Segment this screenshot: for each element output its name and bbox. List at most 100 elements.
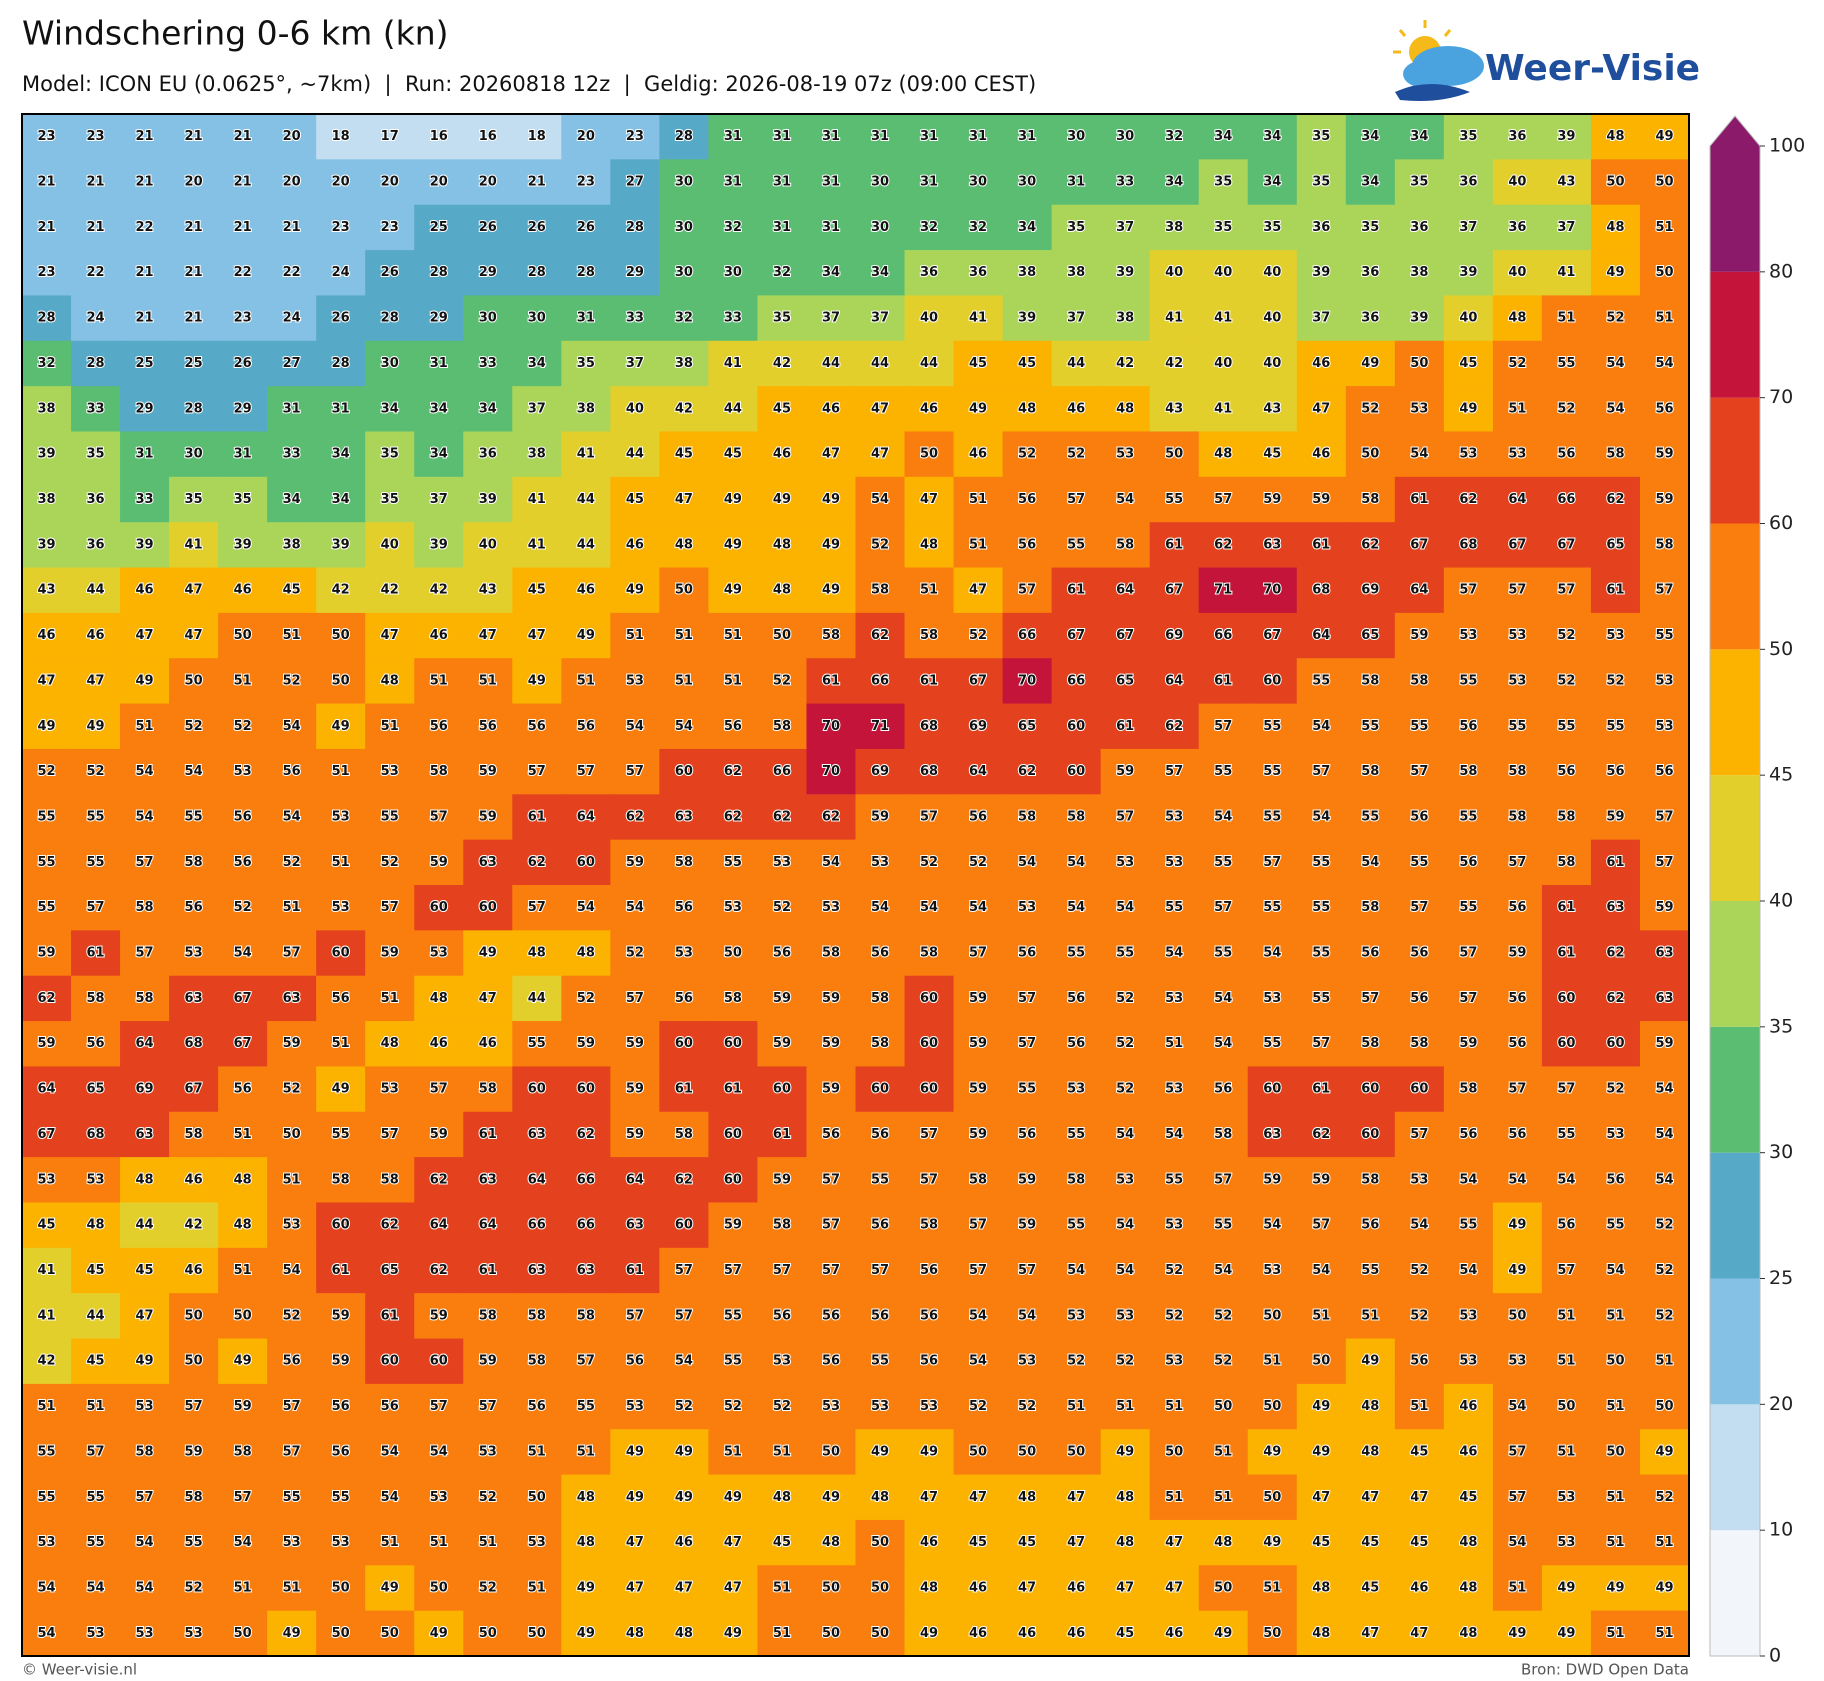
- grid-value: 51: [1557, 1308, 1575, 1323]
- grid-value: 23: [381, 220, 399, 235]
- grid-value: 66: [577, 1218, 595, 1233]
- field-cell: [365, 1202, 415, 1249]
- field-cell: [1492, 1202, 1543, 1249]
- field-cell: [1296, 340, 1347, 387]
- grid-value: 59: [479, 1354, 497, 1369]
- field-cell: [267, 1429, 317, 1476]
- grid-value: 49: [1606, 1580, 1624, 1595]
- grid-value: 34: [1263, 129, 1281, 144]
- grid-value: 50: [1312, 1354, 1330, 1369]
- field-cell: [1002, 522, 1053, 569]
- grid-value: 59: [381, 946, 399, 961]
- grid-value: 31: [920, 129, 938, 144]
- grid-value: 59: [1263, 492, 1281, 507]
- field-cell: [1247, 1021, 1298, 1068]
- field-cell: [1492, 522, 1543, 569]
- grid-value: 62: [773, 809, 791, 824]
- colorbar-band: [1710, 649, 1760, 776]
- grid-value: 39: [37, 447, 55, 462]
- field-cell: [1443, 930, 1494, 977]
- grid-value: 56: [1410, 946, 1428, 961]
- grid-value: 56: [1557, 1218, 1575, 1233]
- field-cell: [512, 1111, 562, 1158]
- grid-value: 56: [86, 1036, 104, 1051]
- grid-value: 51: [724, 628, 742, 643]
- field-cell: [1100, 476, 1151, 523]
- field-cell: [1296, 159, 1347, 206]
- grid-value: 53: [1165, 1082, 1183, 1097]
- grid-value: 61: [675, 1082, 693, 1097]
- field-cell: [71, 522, 121, 569]
- grid-value: 70: [822, 764, 840, 779]
- grid-value: 58: [479, 1082, 497, 1097]
- field-cell: [169, 1293, 219, 1340]
- field-cell: [904, 114, 955, 160]
- grid-value: 57: [1508, 583, 1526, 598]
- grid-value: 49: [1214, 1626, 1232, 1641]
- grid-value: 53: [773, 855, 791, 870]
- field-cell: [610, 431, 660, 478]
- grid-value: 32: [969, 220, 987, 235]
- colorbar-band: [1710, 1026, 1760, 1153]
- grid-value: 54: [1165, 1127, 1183, 1142]
- grid-value: 41: [1557, 265, 1575, 280]
- colorbar-band: [1710, 146, 1760, 272]
- grid-value: 60: [724, 1172, 742, 1187]
- grid-value: 50: [528, 1490, 546, 1505]
- field-cell: [316, 386, 366, 433]
- grid-value: 33: [479, 356, 497, 371]
- field-cell: [414, 386, 464, 433]
- field-cell: [1149, 1338, 1200, 1385]
- field-cell: [1492, 612, 1543, 659]
- field-cell: [267, 476, 317, 523]
- field-cell: [365, 748, 415, 795]
- field-cell: [414, 1202, 464, 1249]
- field-cell: [1100, 658, 1151, 705]
- field-cell: [659, 295, 710, 342]
- field-cell: [1492, 930, 1543, 977]
- field-cell: [953, 975, 1004, 1022]
- grid-value: 49: [675, 1490, 693, 1505]
- field-cell: [1443, 794, 1494, 841]
- field-cell: [1345, 975, 1396, 1022]
- field-cell: [71, 386, 121, 433]
- field-cell: [1051, 159, 1102, 206]
- grid-value: 21: [136, 311, 154, 326]
- field-cell: [1149, 1383, 1200, 1430]
- field-cell: [708, 340, 759, 387]
- grid-value: 52: [773, 900, 791, 915]
- grid-value: 33: [626, 311, 644, 326]
- field-cell: [120, 1383, 170, 1430]
- grid-value: 58: [234, 1444, 252, 1459]
- grid-value: 55: [381, 809, 399, 824]
- grid-value: 49: [528, 673, 546, 688]
- field-cell: [1394, 1383, 1445, 1430]
- field-cell: [316, 567, 366, 614]
- grid-value: 58: [969, 1172, 987, 1187]
- grid-value: 46: [430, 1036, 448, 1051]
- grid-value: 51: [1263, 1354, 1281, 1369]
- grid-value: 61: [822, 673, 840, 688]
- grid-value: 51: [1410, 1399, 1428, 1414]
- grid-value: 56: [1361, 946, 1379, 961]
- field-cell: [855, 476, 906, 523]
- grid-value: 30: [871, 220, 889, 235]
- grid-value: 62: [1606, 991, 1624, 1006]
- grid-value: 61: [1557, 946, 1575, 961]
- grid-value: 18: [332, 129, 350, 144]
- field-cell: [365, 340, 415, 387]
- field-cell: [1051, 1021, 1102, 1068]
- field-cell: [561, 204, 611, 251]
- field-cell: [512, 1247, 562, 1294]
- grid-value: 41: [969, 311, 987, 326]
- grid-value: 49: [136, 673, 154, 688]
- field-cell: [120, 295, 170, 342]
- grid-value: 51: [1116, 1399, 1134, 1414]
- grid-value: 57: [1655, 583, 1673, 598]
- field-cell: [1247, 114, 1298, 160]
- grid-value: 31: [773, 220, 791, 235]
- grid-value: 59: [1508, 946, 1526, 961]
- field-cell: [708, 658, 759, 705]
- grid-value: 37: [1067, 311, 1085, 326]
- field-cell: [1639, 204, 1690, 251]
